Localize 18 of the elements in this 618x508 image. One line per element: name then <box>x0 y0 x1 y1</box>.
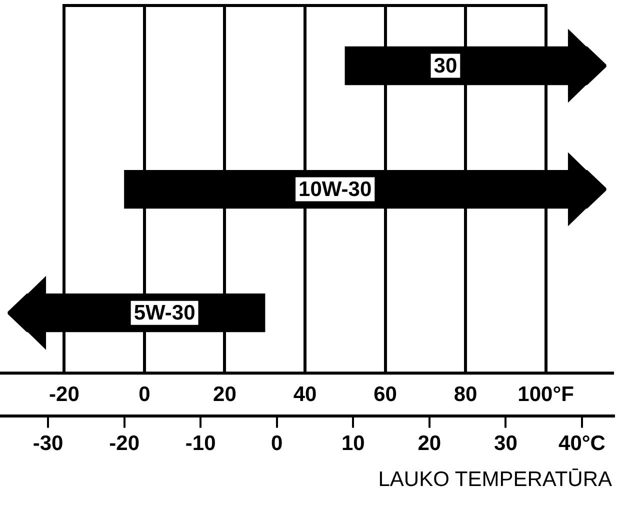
x2-tick-label: -20 <box>109 432 140 456</box>
x-tick-label: 80 <box>454 382 478 406</box>
x-tick-label: 0 <box>138 382 150 406</box>
y-tick-label: 10W-30 <box>298 178 372 202</box>
x2-tick-label: 30 <box>494 432 518 456</box>
x2-tick-label: 10 <box>341 432 365 456</box>
x-tick-label: 60 <box>374 382 397 406</box>
x-tick-label: -20 <box>49 382 80 406</box>
x2-tick-label: -10 <box>185 432 216 456</box>
x2-tick-label: 20 <box>418 432 442 456</box>
x2-tick-label: 0 <box>271 432 283 456</box>
x2-tick-label: 40°C <box>558 432 606 456</box>
x2-tick-label: -30 <box>32 432 64 456</box>
y-tick-label: 5W-30 <box>134 302 196 325</box>
text: LAUKO TEMPERATŪRA <box>377 468 612 492</box>
x-tick-label: 100°F <box>518 382 574 406</box>
x-tick-label: 40 <box>293 382 317 406</box>
x-tick-label: 20 <box>213 382 236 406</box>
